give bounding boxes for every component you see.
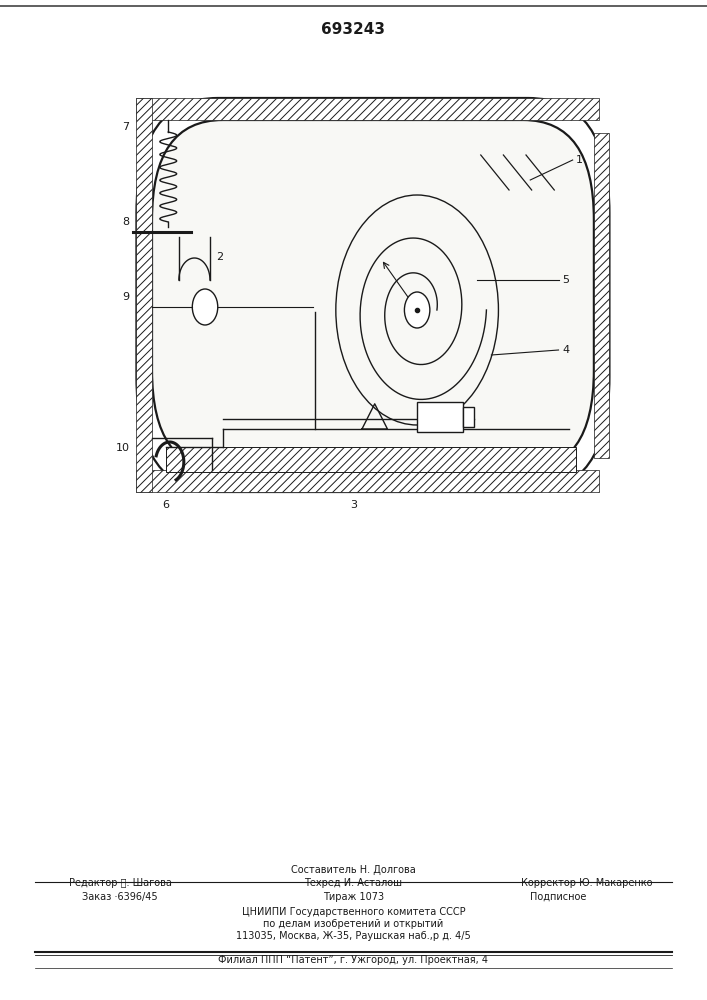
Text: 4: 4 [562, 345, 569, 355]
Text: Редактор ၘ. Шагова: Редактор ၘ. Шагова [69, 878, 172, 888]
Text: 7: 7 [122, 122, 129, 132]
Text: Техред И. Асталош: Техред И. Асталош [305, 878, 402, 888]
Bar [463, 407, 474, 427]
Text: 8: 8 [122, 217, 129, 227]
Bar [136, 98, 152, 492]
Text: 10: 10 [115, 443, 129, 453]
Text: по делам изобретений и открытий: по делам изобретений и открытий [264, 919, 443, 929]
Text: ЦНИИПИ Государственного комитета СССР: ЦНИИПИ Государственного комитета СССР [242, 907, 465, 917]
Text: 5: 5 [562, 275, 569, 285]
Text: Заказ ·6396/45: Заказ ·6396/45 [83, 892, 158, 902]
Text: 9: 9 [122, 292, 129, 302]
Text: 6: 6 [163, 500, 170, 510]
Text: Корректор Ю. Макаренко: Корректор Ю. Макаренко [521, 878, 653, 888]
Bar [136, 470, 599, 492]
Circle shape [404, 292, 430, 328]
FancyBboxPatch shape [152, 120, 594, 470]
Text: Подписное: Подписное [530, 892, 587, 902]
Bar [594, 132, 609, 458]
Text: 3: 3 [350, 500, 357, 510]
Text: 1: 1 [576, 155, 583, 165]
Bar [417, 402, 463, 432]
Text: 113035, Москва, Ж-35, Раушская наб.,р д. 4/5: 113035, Москва, Ж-35, Раушская наб.,р д.… [236, 931, 471, 941]
Bar [166, 447, 576, 472]
Bar [136, 98, 599, 120]
Text: 2: 2 [216, 252, 223, 262]
Text: 693243: 693243 [322, 22, 385, 37]
Text: Филиал ППП “Патент”, г. Ужгород, ул. Проектная, 4: Филиал ППП “Патент”, г. Ужгород, ул. Про… [218, 955, 489, 965]
Text: Составитель Н. Долгова: Составитель Н. Долгова [291, 865, 416, 875]
Circle shape [192, 289, 218, 325]
Text: Тираж 1073: Тираж 1073 [323, 892, 384, 902]
